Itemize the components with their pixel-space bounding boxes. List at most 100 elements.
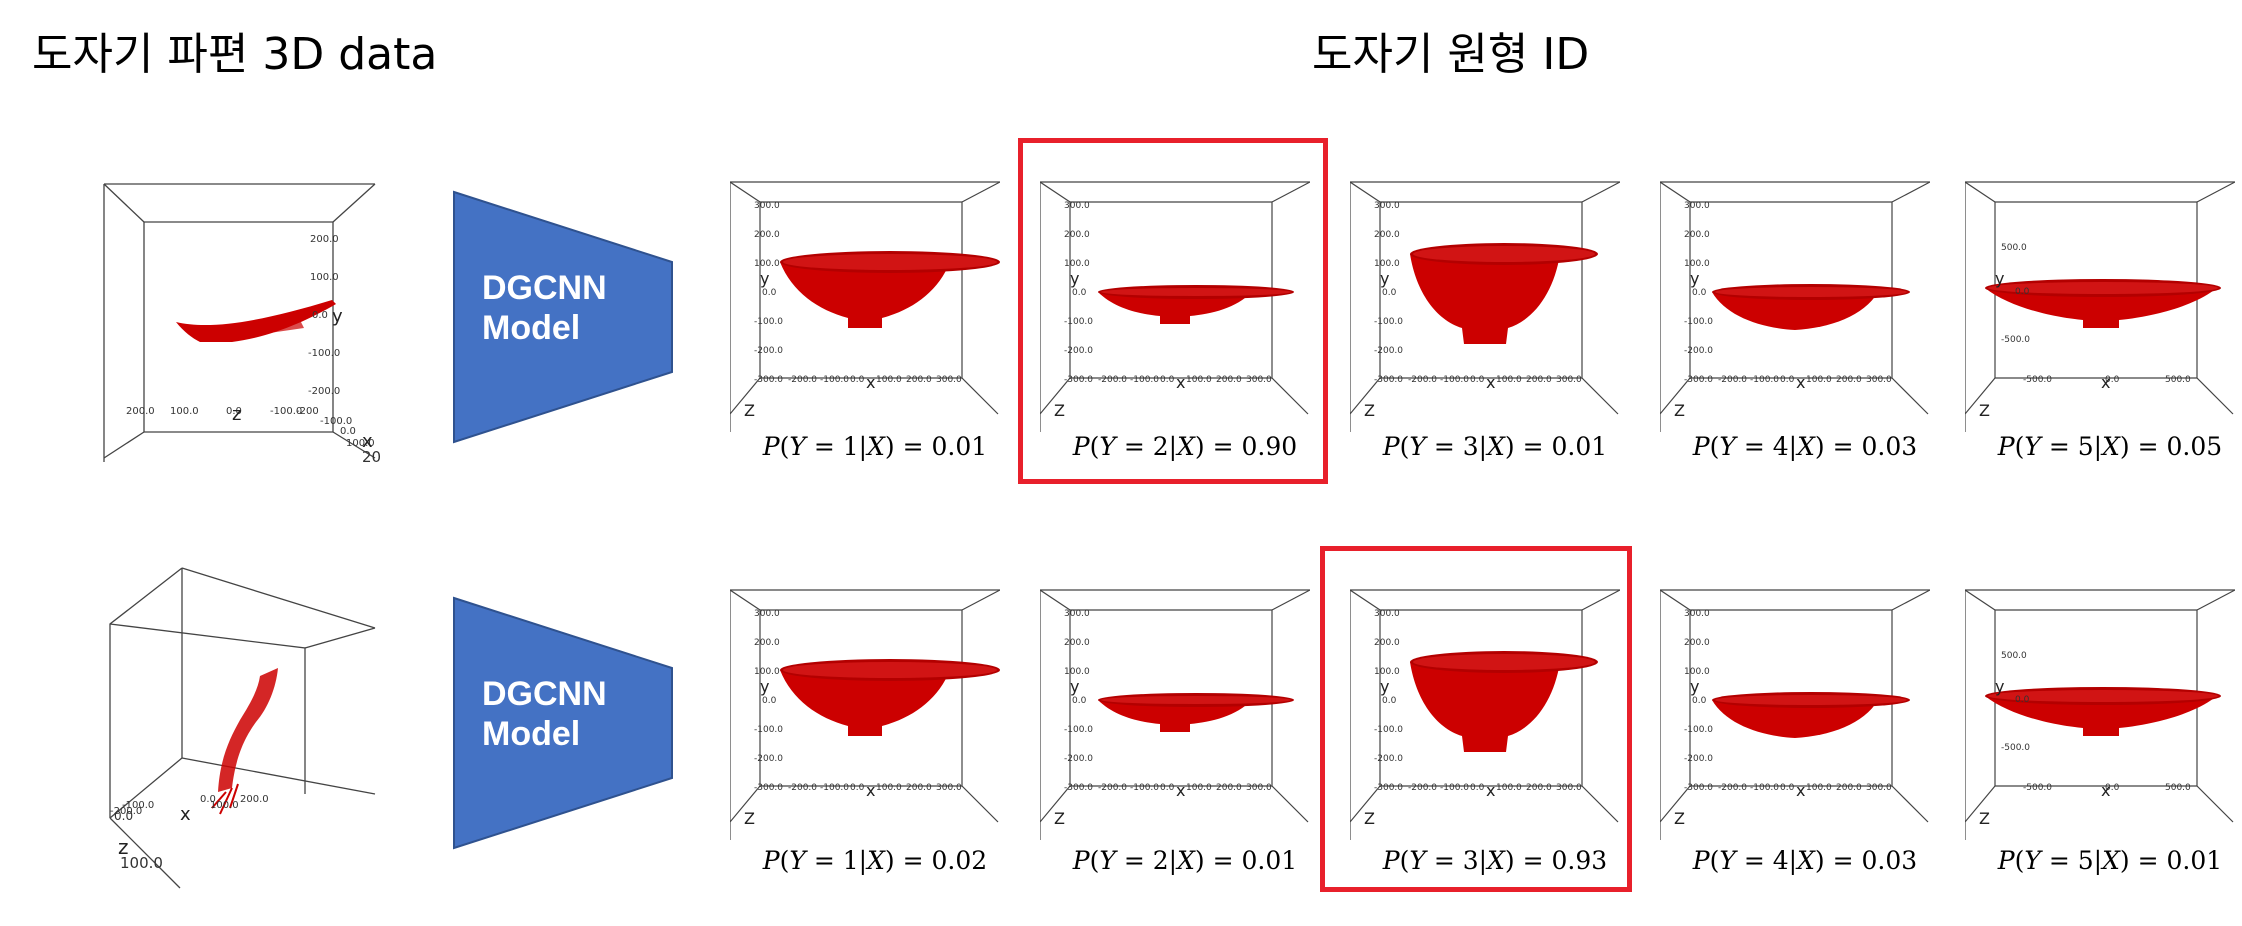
tick: 200.0 (1216, 375, 1242, 385)
tick: 100.0 (1186, 375, 1212, 385)
tick: 0.0 (1780, 375, 1795, 385)
class-id: 5 (2077, 432, 2094, 461)
tick: -200.0 (788, 783, 817, 793)
model-trapezoid (453, 190, 673, 444)
tick: -100.0 (1684, 317, 1713, 327)
probability-value: 0.93 (1551, 846, 1608, 875)
tick: -100.0 (1374, 317, 1403, 327)
model-trapezoid (453, 596, 673, 850)
svg-text:Z: Z (744, 401, 755, 420)
svg-text:Z: Z (1674, 401, 1685, 420)
model-label: DGCNN Model (482, 674, 607, 754)
tick-labels: 500.0 0.0 -500.0 -500.0 0.0 500.0 (2001, 651, 2191, 793)
tick: -100.0 (1130, 375, 1159, 385)
model-label-line-2: Model (482, 715, 581, 753)
tick: 0.0 (1160, 783, 1175, 793)
class-id: 3 (1462, 846, 1479, 875)
plot-box (730, 181, 1000, 432)
tick: 0.0 (1692, 288, 1707, 298)
tick: 300.0 (754, 201, 780, 211)
fragment-plot-1-svg: 200.0 100.0 0.0 -100.0 -200.0 200.0 100.… (103, 183, 391, 466)
axis-label-z: z (232, 404, 241, 425)
plot-box (1965, 181, 2235, 432)
model-label-line-1: DGCNN (482, 675, 607, 713)
svg-text:y: y (760, 269, 769, 288)
tick: 0.0 (2015, 287, 2030, 297)
tick: 0.0 (1382, 288, 1397, 298)
tick: 300.0 (1374, 609, 1400, 619)
tick: 100.0 (1064, 259, 1090, 269)
tick: 300.0 (754, 609, 780, 619)
svg-text:Z: Z (744, 809, 755, 828)
svg-text:y: y (1070, 269, 1079, 288)
tick: 200.0 (754, 230, 780, 240)
tick: -300.0 (1684, 783, 1713, 793)
probability-value: 0.01 (1551, 432, 1608, 461)
tick: 100.0 (876, 783, 902, 793)
title-prototype-id: 도자기 원형 ID (1312, 29, 1590, 80)
tick: -200.0 (1098, 375, 1127, 385)
svg-text:Z: Z (1364, 809, 1375, 828)
prototype-bowl (1410, 651, 1598, 752)
tick: 200.0 (1684, 638, 1710, 648)
tick: 0.0 (312, 310, 328, 321)
tick: 0.0 (1470, 783, 1485, 793)
fragment-1-axis-labels: y x z (232, 306, 373, 452)
axis-letters: y x Z (1054, 677, 1185, 828)
probability-label: P(Y = 2|X) = 0.90 (1072, 432, 1298, 461)
tick: 200.0 (1374, 638, 1400, 648)
tick: 300.0 (936, 783, 962, 793)
tick: 0.0 (2105, 783, 2120, 793)
prototype-bowl (1985, 687, 2221, 736)
tick: -100.0 (1440, 783, 1469, 793)
probability-label: P(Y = 1|X) = 0.02 (762, 846, 988, 875)
prototype-bowl (1098, 693, 1294, 732)
tick: -200.0 (1064, 754, 1093, 764)
tick: 100.0 (1684, 259, 1710, 269)
prototype-bowl (1410, 243, 1598, 344)
tick: 0.0 (1780, 783, 1795, 793)
svg-text:Z: Z (1979, 809, 1990, 828)
axis-letters: y x Z (1364, 269, 1495, 420)
tick: 200.0 (126, 406, 155, 417)
tick: 200.0 (310, 234, 339, 245)
class-id: 1 (842, 846, 859, 875)
tick: 300.0 (1556, 783, 1582, 793)
tick: -100.0 (1440, 375, 1469, 385)
tick: 200.0 (906, 375, 932, 385)
tick: -300.0 (1374, 783, 1403, 793)
prototype-plot: 500.0 0.0 -500.0 -500.0 0.0 500.0 y x Z (1965, 589, 2235, 840)
axis-label-x: x (362, 431, 373, 452)
tick: 100.0 (1374, 259, 1400, 269)
tick: 100.0 (754, 667, 780, 677)
svg-text:y: y (1995, 269, 2004, 288)
svg-text:Z: Z (1054, 401, 1065, 420)
tick: 200.0 (1526, 375, 1552, 385)
svg-text:x: x (1176, 781, 1185, 800)
fragment-plot-2: -200.0 -100.0 0.0 100.0 200.0 100.0 0.0 … (100, 558, 380, 889)
tick: 0.0 (1692, 696, 1707, 706)
tick: 0.0 (850, 375, 865, 385)
tick: 200.0 (1526, 783, 1552, 793)
tick: 200.0 (1216, 783, 1242, 793)
plot-box (1040, 181, 1310, 432)
tick: -500.0 (2023, 375, 2052, 385)
svg-text:x: x (866, 373, 875, 392)
fragment-box (109, 567, 376, 889)
fragment-box (103, 183, 376, 462)
tick: 0.0 (850, 783, 865, 793)
plot-box (1040, 589, 1310, 840)
probability-value: 0.03 (1861, 432, 1918, 461)
svg-text:x: x (866, 781, 875, 800)
tick: -100.0 (1684, 725, 1713, 735)
tick: -100.0 (1374, 725, 1403, 735)
axis-letters: y x Z (744, 677, 875, 828)
tick: 0.0 (762, 696, 777, 706)
tick: 200.0 (1064, 638, 1090, 648)
tick: -200.0 (1064, 346, 1093, 356)
dgcnn-model-block: DGCNN Model (452, 596, 674, 850)
